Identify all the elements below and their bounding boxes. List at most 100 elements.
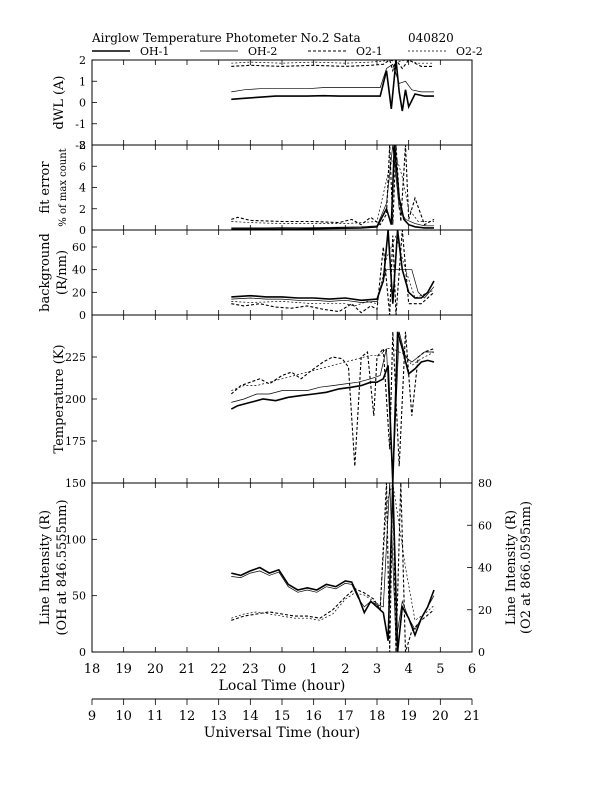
- series-o2-1-line: [231, 483, 435, 652]
- series-group: [231, 60, 434, 112]
- series-group: [231, 145, 435, 230]
- universal-time-tick-label: 18: [369, 709, 386, 724]
- universal-time-tick-label: 21: [464, 709, 481, 724]
- legend-label-oh-2: OH-2: [248, 45, 277, 58]
- panel-frame: [91, 59, 473, 146]
- y-label: background: [38, 233, 53, 312]
- panel-frame: [91, 229, 473, 316]
- y-tick-label: 100: [65, 533, 86, 546]
- panel-frame: [91, 482, 473, 653]
- series-o2-1-line: [230, 331, 435, 467]
- universal-time-tick-label: 10: [115, 709, 132, 724]
- y-tick-label: 6: [79, 160, 86, 173]
- universal-time-tick-label: 17: [337, 709, 354, 724]
- y-right-tick-label: 80: [478, 477, 492, 490]
- universal-time-tick-label: 14: [242, 709, 259, 724]
- local-time-tick-label: 2: [341, 662, 349, 677]
- y-tick-label: 0: [79, 224, 86, 237]
- y-right-tick-label: 60: [478, 519, 492, 532]
- legend: OH-1 OH-2 O2-1 O2-2: [92, 45, 483, 58]
- universal-time-tick-label: 19: [400, 709, 417, 724]
- y-right-label-2: (O2 at 866.0595nm): [519, 501, 534, 634]
- series-o2-1-line: [231, 230, 435, 315]
- y-tick-label: -1: [75, 118, 86, 131]
- series-oh-2-line: [231, 331, 434, 483]
- y-right-label: Line Intensity (R): [504, 510, 519, 625]
- panel-fit_error: 8 6 4 2 0 fit error % of max count: [38, 139, 473, 237]
- y-tick-label: 20: [72, 286, 86, 299]
- y-tick-label: 175: [65, 435, 86, 448]
- y-right-tick-label: 0: [478, 646, 485, 659]
- series-o2-2-line: [231, 154, 434, 224]
- series-group: [231, 230, 435, 315]
- universal-time-tick-label: 15: [274, 709, 291, 724]
- universal-time-tick-label: 20: [432, 709, 449, 724]
- local-time-tick-label: 22: [210, 662, 227, 677]
- y-tick-label: 0: [79, 309, 86, 322]
- series-o2-2-line: [231, 348, 435, 391]
- local-time-tick-label: 5: [436, 662, 444, 677]
- legend-label-oh-1: OH-1: [140, 45, 169, 58]
- y-tick-label: 200: [65, 393, 86, 406]
- y-tick-label: 60: [72, 241, 86, 254]
- panel-dwl: 2 1 0 -1 -2 dWL (A): [52, 54, 473, 152]
- y-right-tick-label: 20: [478, 604, 492, 617]
- legend-label-o2-1: O2-1: [356, 45, 383, 58]
- local-time-tick-label: 6: [468, 662, 476, 677]
- y-label: fit error: [38, 161, 53, 214]
- chart-title: Airglow Temperature Photometer No.2 Sata: [91, 31, 361, 45]
- local-time-tick-label: 3: [373, 662, 381, 677]
- series-o2-1-line: [231, 145, 435, 226]
- y-tick-label: 40: [72, 264, 86, 277]
- local-time-tick-label: 0: [278, 662, 286, 677]
- local-time-tick-label: 18: [84, 662, 101, 677]
- series-oh-1-line: [231, 145, 434, 230]
- local-time-tick-label: 20: [147, 662, 164, 677]
- series-o2-1-line: [231, 60, 434, 73]
- local-time-label: Local Time (hour): [219, 678, 346, 694]
- series-group: [230, 331, 435, 483]
- universal-time-label: Universal Time (hour): [204, 725, 361, 741]
- universal-time-tick-label: 12: [179, 709, 196, 724]
- local-time-tick-label: 23: [242, 662, 259, 677]
- universal-time-tick-label: 13: [210, 709, 227, 724]
- y-label-2: (OH at 846.5555nm): [55, 499, 70, 635]
- local-time-tick-label: 1: [310, 662, 318, 677]
- y-tick-label: 50: [72, 590, 86, 603]
- y-right-tick-label: 40: [478, 562, 492, 575]
- series-o2-2-line: [231, 60, 434, 64]
- y-tick-label: 225: [65, 351, 86, 364]
- y-tick-label: 1: [79, 75, 86, 88]
- series-oh-1-line: [230, 331, 435, 483]
- y-tick-label: 0: [79, 646, 86, 659]
- y-label: Line Intensity (R): [38, 510, 53, 625]
- y-label-2: % of max count: [58, 148, 69, 226]
- panel-background: 60 40 20 0 background (R/nm): [38, 229, 473, 322]
- universal-time-tick-label: 9: [88, 709, 96, 724]
- legend-label-o2-2: O2-2: [456, 45, 483, 58]
- series-oh-1-line: [231, 60, 434, 112]
- x-axes: 18 19 20 21 22 23 0 1 2 3 4 5 69 10 11 12 13 14 15 16 17 18 19…: [84, 662, 481, 724]
- series-oh-2-line: [231, 483, 435, 641]
- y-tick-label: 2: [79, 54, 86, 67]
- y-label-2: (R/nm): [55, 250, 70, 295]
- y-tick-label: -2: [75, 139, 86, 152]
- y-label: Temperature (K): [52, 344, 67, 453]
- y-tick-label: 8: [79, 139, 86, 152]
- universal-time-tick-label: 11: [147, 709, 164, 724]
- y-tick-label: 2: [79, 203, 86, 216]
- y-label: dWL (A): [52, 76, 67, 130]
- y-tick-label: 0: [79, 97, 86, 110]
- series-oh-2-line: [231, 63, 434, 93]
- local-time-tick-label: 21: [179, 662, 196, 677]
- series-oh-2-line: [231, 145, 434, 229]
- local-time-tick-label: 19: [115, 662, 132, 677]
- date-code: 040820: [408, 31, 454, 45]
- y-tick-label: 150: [65, 477, 86, 490]
- series-o2-2-line: [231, 234, 435, 307]
- universal-time-tick-label: 16: [305, 709, 322, 724]
